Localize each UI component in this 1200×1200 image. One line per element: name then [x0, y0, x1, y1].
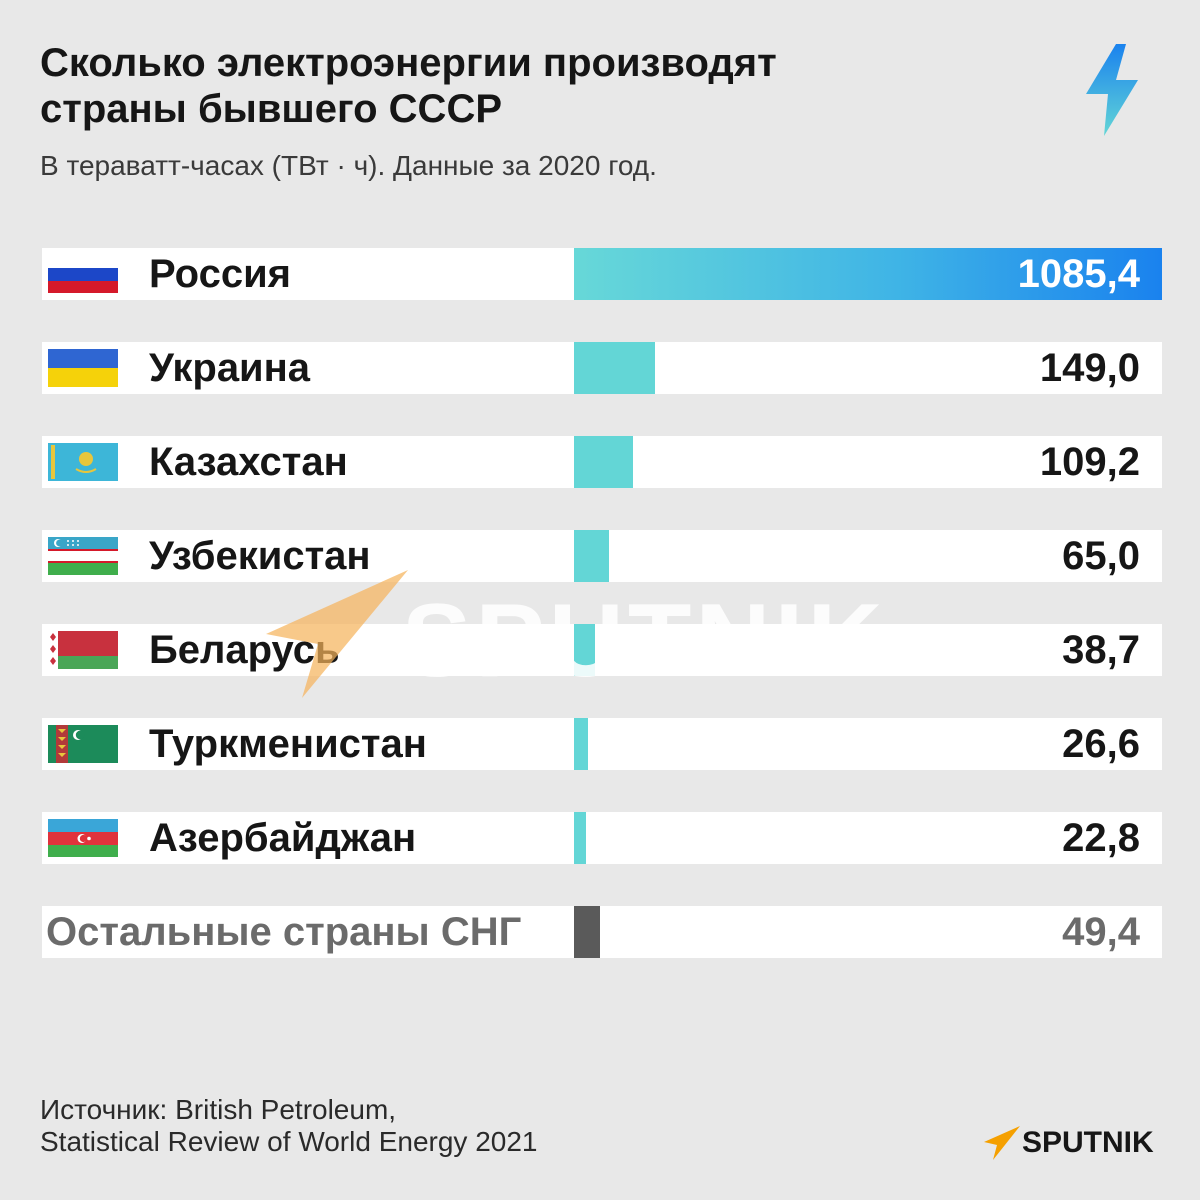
category-label: Остальные страны СНГ	[46, 910, 522, 954]
source-line-2: Statistical Review of World Energy 2021	[40, 1126, 538, 1157]
title-line-1: Сколько электроэнергии производят	[40, 41, 777, 85]
source-note: Источник: British Petroleum, Statistical…	[40, 1094, 538, 1158]
azerbaijan-flag	[48, 819, 118, 857]
category-label: Азербайджан	[149, 816, 417, 860]
bar	[574, 906, 600, 958]
lightning-bolt-icon	[1086, 44, 1138, 136]
kazakhstan-flag	[48, 443, 118, 481]
belarus-flag	[48, 631, 118, 669]
chart-title: Сколько электроэнергии производят страны…	[40, 40, 1000, 132]
category-label: Казахстан	[149, 440, 348, 484]
category-label: Украина	[149, 346, 311, 390]
category-label: Россия	[149, 252, 292, 296]
bar	[574, 436, 634, 488]
sputnik-logo-text: SPUTNIK	[1022, 1126, 1154, 1159]
turkmenistan-flag	[48, 725, 118, 763]
data-label: 65,0	[1062, 534, 1140, 578]
bar	[574, 718, 589, 770]
source-line-1: Источник: British Petroleum,	[40, 1094, 397, 1125]
data-label: 38,7	[1062, 628, 1140, 672]
table-row: Беларусь 38,7	[42, 624, 1162, 676]
data-label: 26,6	[1062, 722, 1140, 766]
data-label: 1085,4	[1017, 252, 1140, 296]
title-line-2: страны бывшего СССР	[40, 87, 503, 131]
uzbekistan-flag	[48, 537, 118, 575]
table-row: Казахстан 109,2	[42, 436, 1162, 488]
bar	[574, 812, 587, 864]
ukraine-flag	[48, 349, 118, 387]
category-label: Беларусь	[149, 628, 340, 672]
data-label: 49,4	[1062, 910, 1140, 954]
table-row: Россия 1085,4	[42, 248, 1162, 300]
table-row: Азербайджан 22,8	[42, 812, 1162, 864]
data-label: 22,8	[1062, 816, 1140, 860]
bar	[574, 248, 1162, 300]
bar	[574, 342, 655, 394]
data-label: 149,0	[1039, 346, 1140, 390]
category-label: Узбекистан	[149, 534, 371, 578]
category-label: Туркменистан	[149, 722, 427, 766]
bar	[574, 530, 610, 582]
bar	[574, 624, 595, 676]
data-label: 109,2	[1039, 440, 1140, 484]
table-row: Узбекистан 65,0	[42, 530, 1162, 582]
russia-flag	[48, 255, 118, 293]
table-row: Остальные страны СНГ 49,4	[42, 906, 1162, 958]
chart-subtitle: В тераватт-часах (ТВт · ч). Данные за 20…	[40, 150, 657, 181]
table-row: Украина 149,0	[42, 342, 1162, 394]
sputnik-arrow-icon	[984, 1126, 1020, 1160]
table-row: Туркменистан 26,6	[42, 718, 1162, 770]
